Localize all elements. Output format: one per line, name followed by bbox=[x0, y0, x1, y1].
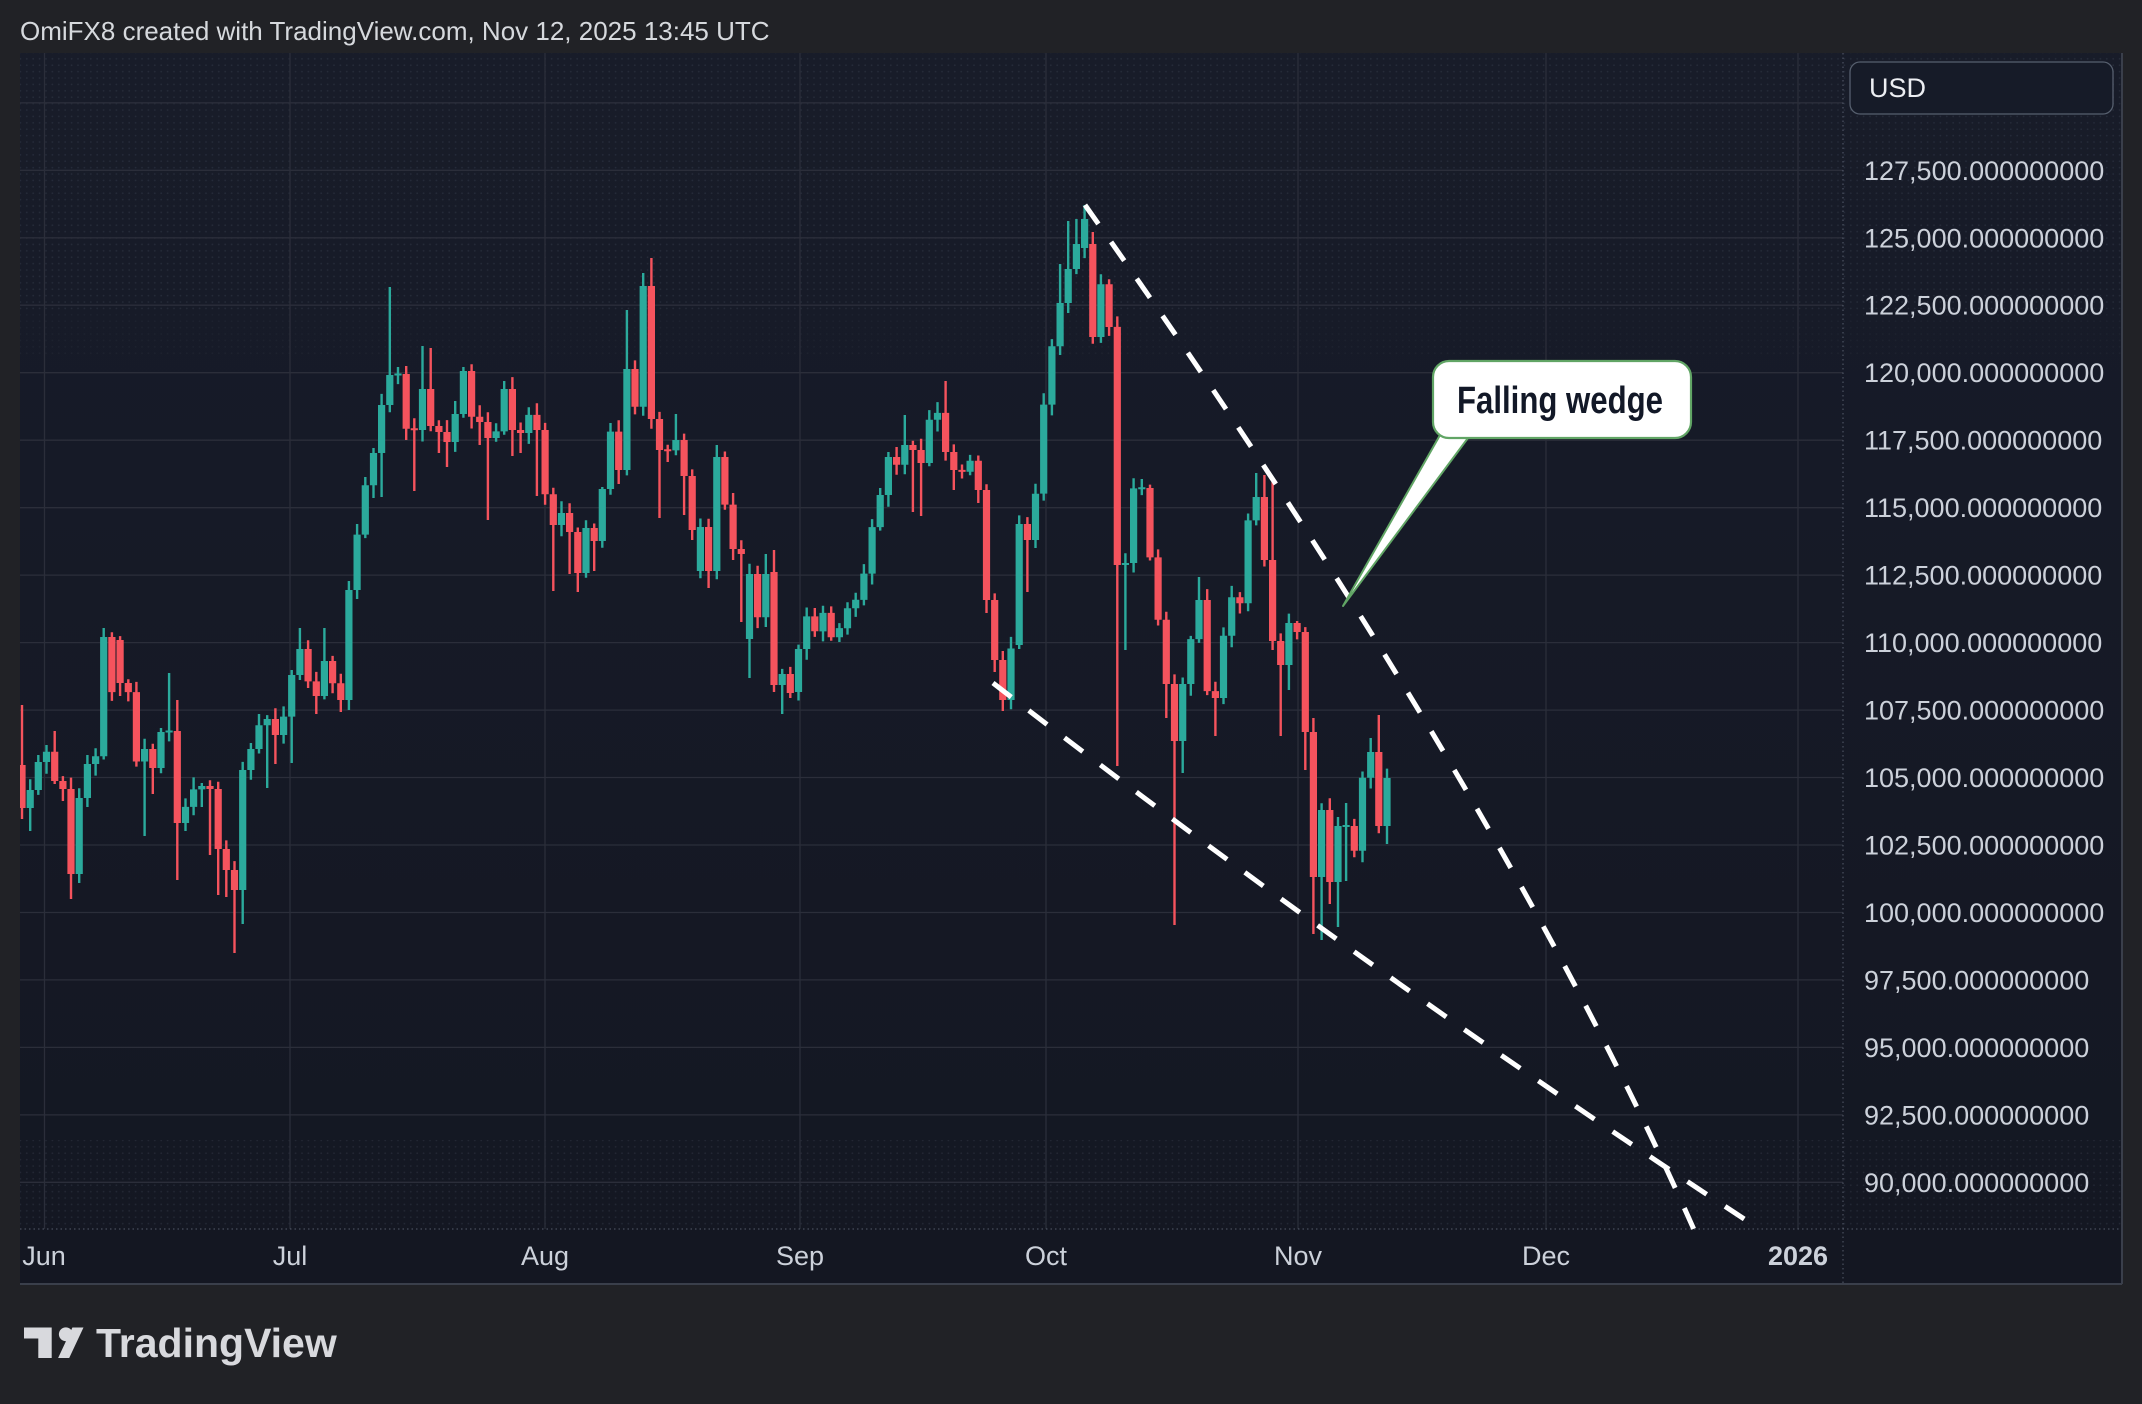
svg-text:100,000.000000000: 100,000.000000000 bbox=[1864, 898, 2104, 928]
svg-text:Oct: Oct bbox=[1025, 1241, 1068, 1271]
svg-text:Aug: Aug bbox=[521, 1241, 569, 1271]
svg-text:110,000.000000000: 110,000.000000000 bbox=[1864, 628, 2102, 658]
svg-text:112,500.000000000: 112,500.000000000 bbox=[1864, 561, 2102, 591]
svg-text:2026: 2026 bbox=[1768, 1241, 1828, 1271]
svg-text:USD: USD bbox=[1869, 73, 1926, 103]
svg-text:Jul: Jul bbox=[273, 1241, 308, 1271]
svg-text:Sep: Sep bbox=[776, 1241, 824, 1271]
svg-text:107,500.000000000: 107,500.000000000 bbox=[1864, 696, 2104, 726]
svg-text:127,500.000000000: 127,500.000000000 bbox=[1864, 156, 2104, 186]
svg-text:OmiFX8 created with TradingVie: OmiFX8 created with TradingView.com, Nov… bbox=[20, 16, 770, 46]
svg-text:Dec: Dec bbox=[1522, 1241, 1570, 1271]
svg-text:90,000.000000000: 90,000.000000000 bbox=[1864, 1168, 2089, 1198]
svg-text:117,500.000000000: 117,500.000000000 bbox=[1864, 426, 2102, 456]
svg-text:95,000.000000000: 95,000.000000000 bbox=[1864, 1033, 2089, 1063]
svg-text:Jun: Jun bbox=[22, 1241, 66, 1271]
svg-text:105,000.000000000: 105,000.000000000 bbox=[1864, 763, 2104, 793]
svg-text:Falling wedge: Falling wedge bbox=[1457, 380, 1663, 422]
svg-text:TradingView: TradingView bbox=[96, 1320, 337, 1366]
svg-text:102,500.000000000: 102,500.000000000 bbox=[1864, 831, 2104, 861]
svg-text:122,500.000000000: 122,500.000000000 bbox=[1864, 291, 2104, 321]
svg-text:92,500.000000000: 92,500.000000000 bbox=[1864, 1100, 2089, 1130]
svg-text:Nov: Nov bbox=[1274, 1241, 1323, 1271]
svg-text:120,000.000000000: 120,000.000000000 bbox=[1864, 358, 2104, 388]
svg-text:97,500.000000000: 97,500.000000000 bbox=[1864, 965, 2089, 995]
svg-text:125,000.000000000: 125,000.000000000 bbox=[1864, 223, 2104, 253]
svg-text:115,000.000000000: 115,000.000000000 bbox=[1864, 493, 2102, 523]
